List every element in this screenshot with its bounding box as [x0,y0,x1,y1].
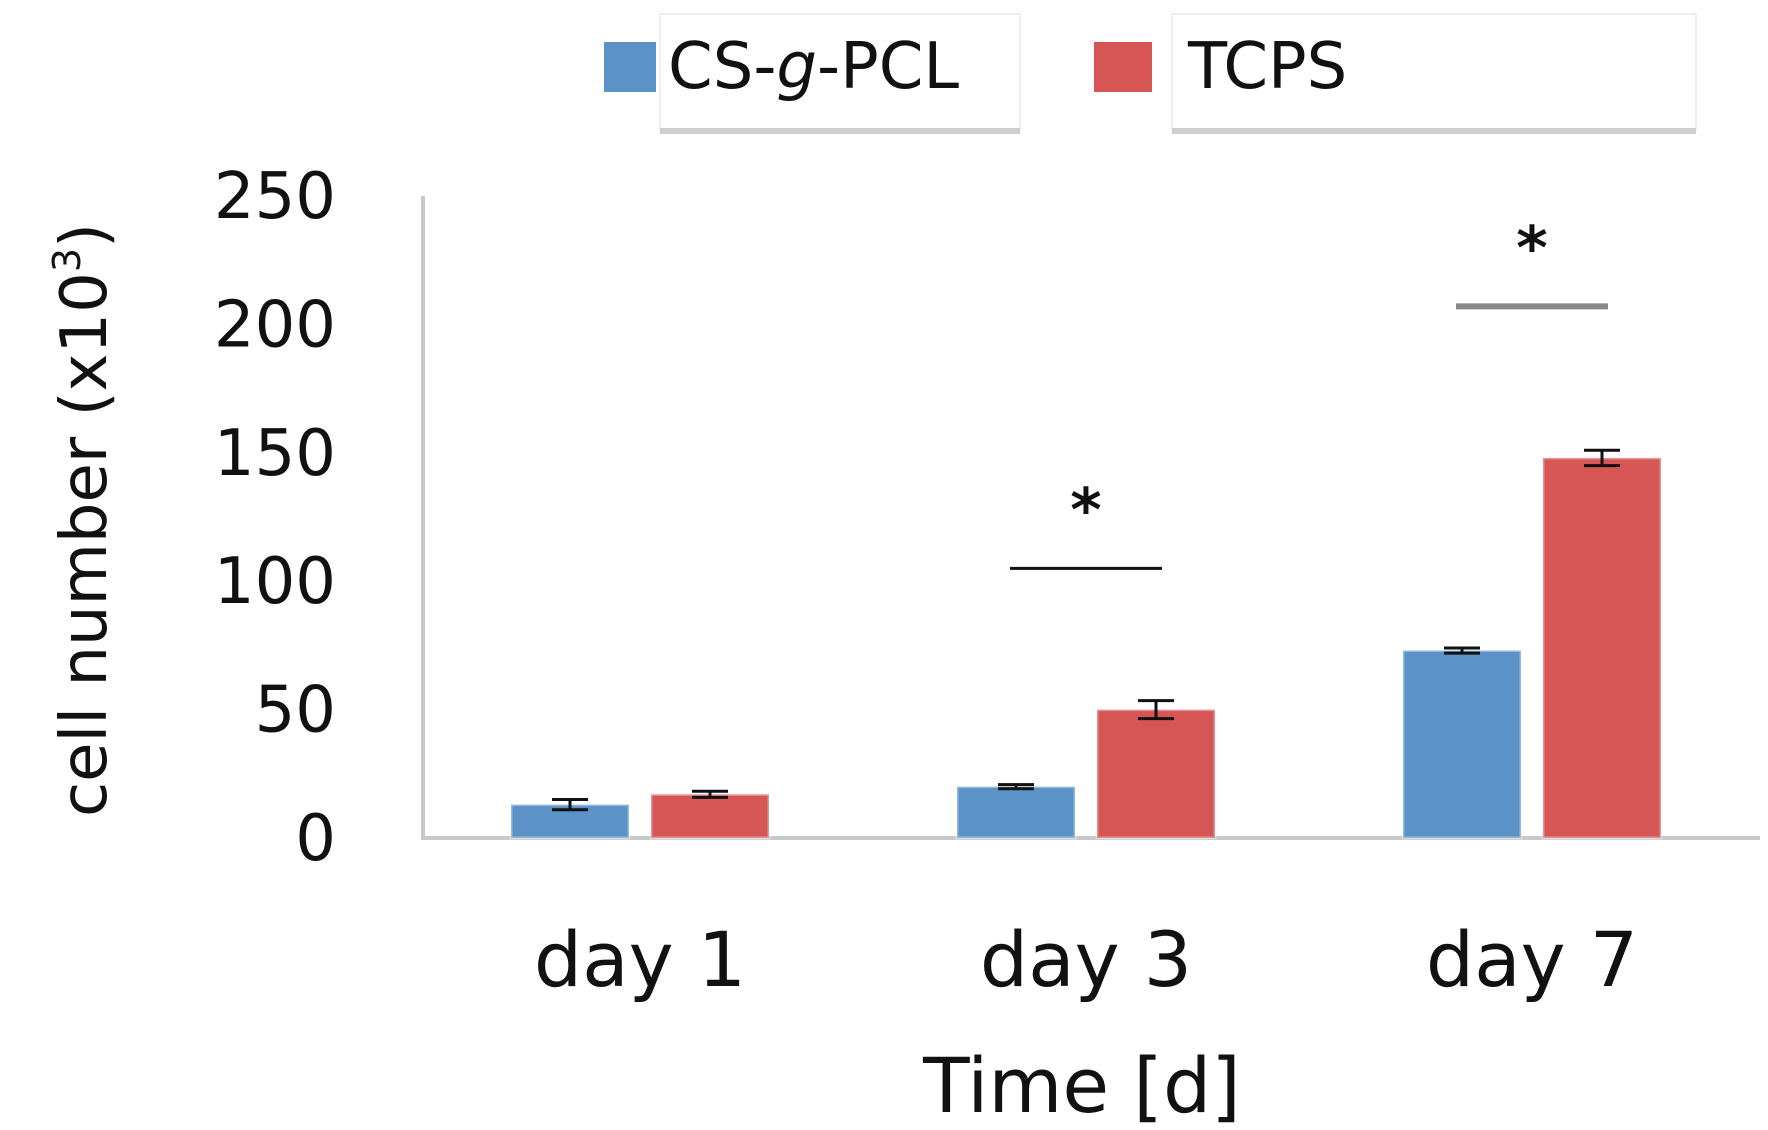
legend-label-cs-g-pcl: CS-g-PCL [668,30,959,104]
bar-cs-g-pcl-day-7 [1401,649,1523,840]
y-tick-label: 200 [214,288,336,362]
y-tick-label: 250 [214,160,336,234]
bar-tcps-day-7 [1541,456,1663,840]
legend-box-1 [659,13,1021,131]
y-axis-label-sup: 3 [45,248,89,272]
y-tick-label: 50 [255,674,336,748]
x-tick-label: day 1 [534,915,746,1004]
legend-label-suffix: -PCL [817,30,959,104]
x-tick-labels: day 1 day 3 day 7 [534,915,1638,1004]
bar-cs-g-pcl-day-3 [955,785,1077,840]
legend-box-2-shadow [1172,128,1696,134]
y-tick-label: 150 [214,417,336,491]
bars [509,448,1663,840]
significance-markers: ** [1010,213,1608,570]
x-axis-label: Time [d] [922,1041,1241,1130]
bar-tcps-day-1 [649,792,771,840]
legend-swatch-tcps [1094,42,1152,92]
y-tick-label: 0 [295,802,336,876]
y-axis-label-close: ) [48,223,122,248]
legend: CS-g-PCL TCPS [604,13,1697,134]
y-tick-labels: 0 50 100 150 200 250 [214,160,336,876]
legend-box-2 [1171,13,1697,131]
x-tick-label: day 3 [980,915,1192,1004]
significance-star: * [1070,475,1101,545]
significance-star: * [1516,213,1547,283]
legend-box-1-shadow [660,128,1020,134]
legend-label-prefix: CS- [668,30,776,104]
legend-label-tcps: TCPS [1187,30,1347,104]
y-axis-label-main: cell number (x10 [48,272,122,817]
x-tick-label: day 7 [1426,915,1638,1004]
legend-swatch-cs-g-pcl [604,42,656,92]
legend-label-italic: g [776,30,817,104]
y-axis-label: cell number (x103) [45,223,122,817]
y-tick-label: 100 [214,545,336,619]
bar-tcps-day-3 [1095,708,1217,840]
